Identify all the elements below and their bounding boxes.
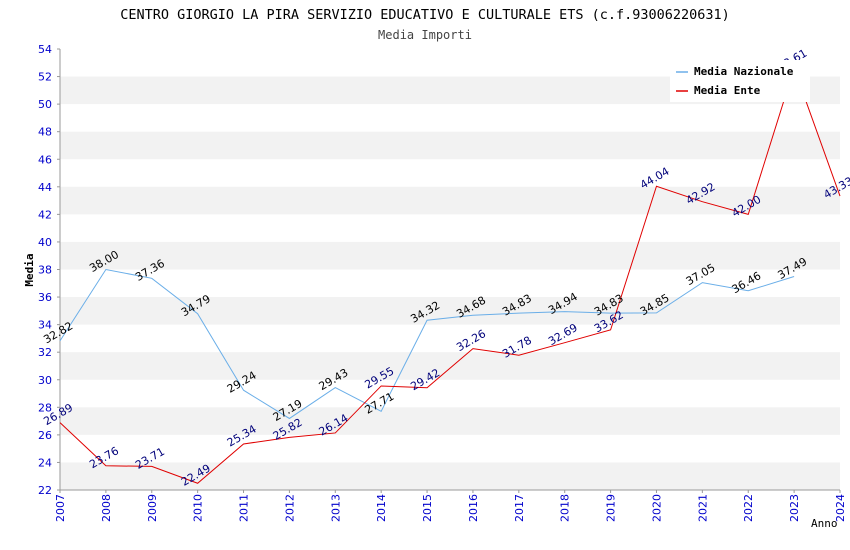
y-tick-label: 22 <box>38 484 52 497</box>
y-tick-label: 48 <box>38 126 52 139</box>
data-label: 36.46 <box>730 269 764 296</box>
y-tick-label: 26 <box>38 429 52 442</box>
y-tick-label: 42 <box>38 208 52 221</box>
y-tick-label: 34 <box>38 319 52 332</box>
grid-band <box>60 352 840 380</box>
y-tick-label: 38 <box>38 264 52 277</box>
data-label: 32.69 <box>546 321 580 348</box>
x-axis-label: Anno <box>811 517 838 530</box>
x-tick-label: 2008 <box>100 494 113 522</box>
grid-band <box>60 131 840 160</box>
grid-band <box>60 241 840 270</box>
x-tick-label: 2017 <box>513 494 526 522</box>
y-tick-label: 28 <box>38 401 52 414</box>
grid-band <box>60 297 840 325</box>
x-tick-label: 2015 <box>421 494 434 522</box>
x-tick-label: 2016 <box>467 494 480 522</box>
x-tick-label: 2014 <box>375 494 388 522</box>
x-tick-labels: 2007 2008 2009 2010 2011 2012 2013 2014 2015 2016… <box>54 490 847 522</box>
legend-label-nazionale: Media Nazionale <box>694 65 794 78</box>
x-tick-label: 2020 <box>650 494 663 522</box>
x-tick-label: 2022 <box>742 494 755 522</box>
y-tick-label: 46 <box>38 153 52 166</box>
x-tick-label: 2012 <box>283 494 296 522</box>
y-tick-label: 24 <box>38 456 52 469</box>
x-tick-label: 2018 <box>559 494 572 522</box>
legend-label-ente: Media Ente <box>694 84 761 97</box>
y-tick-label: 30 <box>38 374 52 387</box>
series-line <box>59 66 841 484</box>
y-tick-labels: 22 24 26 28 30 32 34 36 38 40 42 44 46 48 50 52 54 <box>38 43 60 497</box>
grid-band <box>60 407 840 435</box>
y-tick-label: 40 <box>38 236 52 249</box>
x-tick-label: 2007 <box>54 494 67 522</box>
chart-subtitle: Media Importi <box>378 28 472 42</box>
x-tick-label: 2021 <box>696 494 709 522</box>
y-tick-label: 54 <box>38 43 52 56</box>
x-tick-label: 2010 <box>192 494 205 522</box>
grid-band <box>60 462 840 490</box>
y-axis-label: Media <box>23 253 36 286</box>
y-tick-label: 32 <box>38 346 52 359</box>
grid-band <box>60 186 840 215</box>
y-tick-label: 44 <box>38 181 52 194</box>
legend-box <box>670 60 810 102</box>
series-line <box>59 268 795 420</box>
grid-bands <box>60 76 840 490</box>
x-tick-label: 2023 <box>788 494 801 522</box>
x-tick-label: 2013 <box>329 494 342 522</box>
chart-title: CENTRO GIORGIO LA PIRA SERVIZIO EDUCATIV… <box>120 7 730 23</box>
legend: Media Nazionale Media Ente <box>670 60 810 102</box>
y-tick-label: 50 <box>38 98 52 111</box>
x-tick-label: 2009 <box>146 494 159 522</box>
x-tick-label: 2024 <box>834 494 847 522</box>
x-tick-label: 2011 <box>238 494 251 522</box>
x-tick-label: 2019 <box>605 494 618 522</box>
y-tick-label: 36 <box>38 291 52 304</box>
y-tick-label: 52 <box>38 71 52 84</box>
